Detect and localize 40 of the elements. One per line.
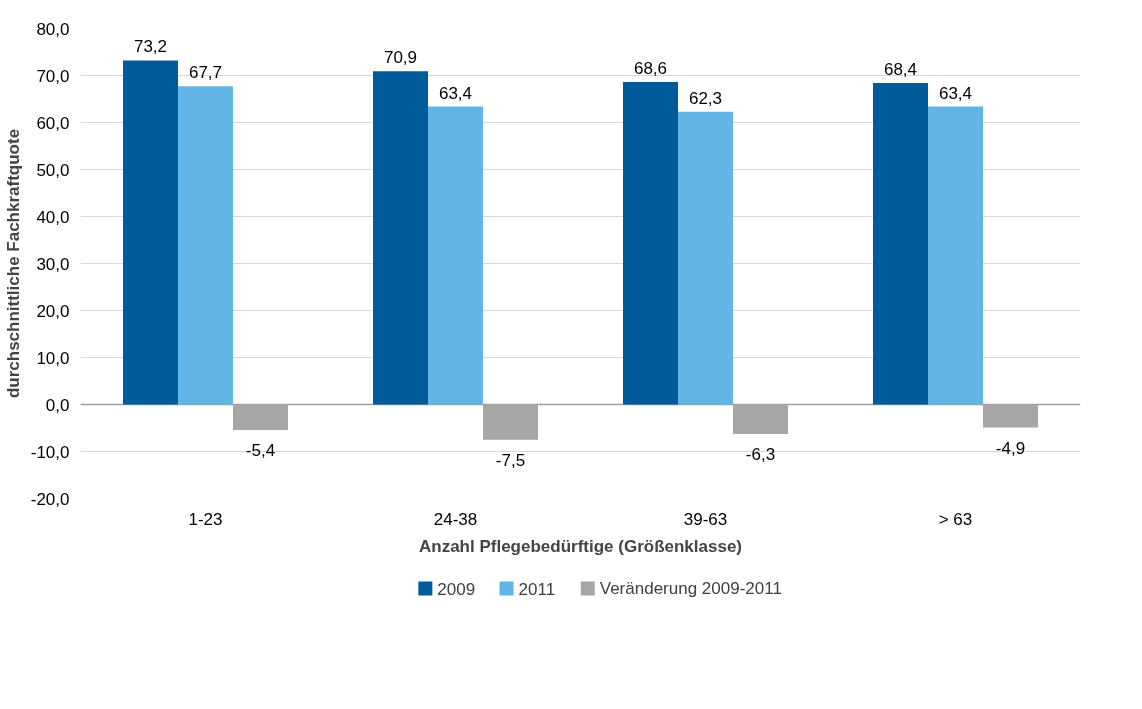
data-label: 63,4: [938, 83, 973, 103]
bar: [873, 83, 928, 405]
data-label: -4,9: [995, 438, 1026, 458]
x-tick-label: 1-23: [188, 509, 223, 529]
data-label: 67,7: [188, 63, 223, 83]
bar: [678, 111, 733, 405]
y-tick-label: 0,0: [45, 395, 70, 415]
data-label: 68,4: [883, 60, 918, 80]
data-label: -7,5: [495, 450, 526, 470]
y-tick-label: 40,0: [36, 207, 70, 227]
x-tick-label: 24-38: [433, 509, 478, 529]
y-tick-label: 30,0: [36, 254, 70, 274]
bar: [373, 71, 428, 405]
data-label: 70,9: [383, 48, 418, 68]
bar: [178, 86, 233, 405]
y-tick-label: -20,0: [30, 489, 70, 509]
x-tick-label: 39-63: [683, 509, 728, 529]
data-label: 73,2: [133, 37, 168, 57]
data-label: 68,6: [633, 59, 668, 79]
data-label: -5,4: [245, 440, 276, 460]
bar: [123, 60, 178, 405]
legend-label: 2009: [437, 579, 476, 599]
legend-label: Veränderung 2009-2011: [599, 579, 782, 598]
bar: [623, 82, 678, 405]
data-label: 62,3: [688, 88, 723, 108]
x-tick-label: > 63: [938, 509, 973, 529]
y-axis-title: durchschnittliche Fachkraftquote: [3, 128, 23, 399]
data-label: -6,3: [745, 445, 776, 465]
bar: [928, 106, 983, 405]
data-label: 63,4: [438, 83, 473, 103]
y-tick-label: 60,0: [36, 113, 70, 133]
y-tick-label: 70,0: [36, 66, 70, 86]
y-tick-label: -10,0: [30, 442, 70, 462]
y-tick-label: 20,0: [36, 301, 70, 321]
y-tick-label: 50,0: [36, 160, 70, 180]
bar: [428, 106, 483, 405]
x-axis-title: Anzahl Pflegebedürftige (Größenklasse): [418, 536, 743, 556]
y-tick-label: 10,0: [36, 348, 70, 368]
y-tick-label: 80,0: [36, 19, 70, 39]
legend-label: 2011: [518, 579, 556, 599]
